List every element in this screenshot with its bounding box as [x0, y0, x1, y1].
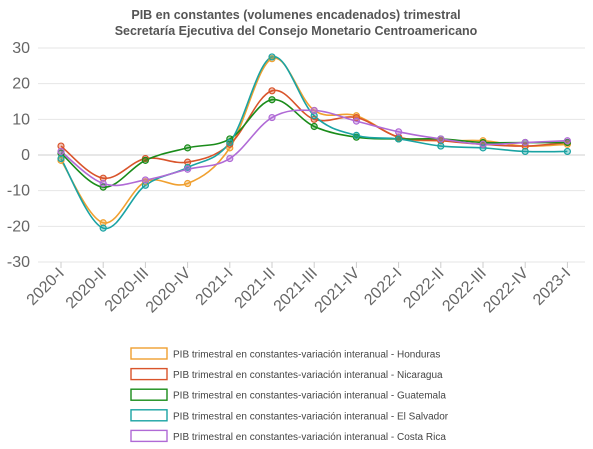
y-tick-label: 20 — [12, 76, 30, 93]
legend-label: PIB trimestral en constantes-variación i… — [173, 432, 446, 443]
chart-title: PIB en constantes (volumenes encadenados… — [131, 8, 460, 22]
x-axis: 2020-I2020-II2020-III2020-IV2021-I2021-I… — [24, 262, 574, 317]
data-point — [141, 176, 149, 184]
data-point — [521, 147, 529, 156]
data-point — [99, 224, 107, 232]
legend-label: PIB trimestral en constantes-variación i… — [173, 350, 440, 361]
x-tick-label: 2022-I — [361, 265, 405, 309]
data-point — [57, 154, 65, 163]
data-point — [99, 179, 107, 188]
legend-swatch — [130, 367, 168, 381]
data-point — [563, 137, 572, 145]
data-point — [479, 140, 487, 148]
legend-swatch — [130, 388, 168, 401]
data-point — [268, 87, 276, 95]
data-point — [184, 179, 192, 188]
legend-label: PIB trimestral en constantes-variación i… — [173, 411, 449, 422]
data-point — [352, 117, 360, 125]
legend-label: PIB trimestral en constantes-variación i… — [173, 370, 443, 381]
data-point — [437, 135, 445, 143]
x-tick-label: 2021-IV — [312, 265, 364, 317]
data-point — [226, 138, 234, 147]
x-tick-label: 2020-I — [24, 265, 68, 309]
data-point — [57, 147, 65, 156]
data-point — [141, 181, 149, 189]
y-tick-label: -30 — [7, 254, 30, 271]
data-point — [57, 142, 65, 150]
x-tick-label: 2023-I — [530, 265, 574, 309]
data-point — [141, 156, 149, 164]
data-point — [310, 122, 318, 131]
data-point — [184, 144, 192, 152]
data-point — [395, 135, 403, 143]
y-tick-label: 0 — [21, 147, 30, 164]
series-points — [57, 53, 572, 232]
legend-label: PIB trimestral en constantes-variación i… — [173, 391, 446, 402]
data-point — [310, 112, 318, 120]
data-point — [521, 138, 529, 147]
series-lines — [60, 56, 568, 230]
x-tick-label: 2021-I — [193, 265, 237, 309]
y-tick-label: 10 — [12, 111, 30, 128]
chart-subtitle: Secretaría Ejecutiva del Consejo Monetar… — [115, 24, 478, 38]
data-point — [226, 154, 234, 163]
series-line — [60, 56, 568, 230]
y-tick-label: 30 — [12, 40, 30, 57]
x-tick-label: 2020-IV — [143, 265, 195, 317]
data-point — [352, 131, 360, 139]
legend-swatch — [130, 409, 168, 422]
y-tick-label: -20 — [7, 218, 30, 235]
data-point — [395, 128, 403, 136]
data-point — [184, 165, 192, 173]
data-point — [268, 96, 276, 104]
data-point — [563, 147, 572, 156]
y-tick-label: -10 — [7, 183, 30, 200]
data-point — [437, 142, 445, 150]
data-point — [268, 53, 276, 61]
legend: PIB trimestral en constantes-variación i… — [130, 347, 449, 443]
data-point — [99, 219, 107, 227]
series-line — [60, 98, 568, 188]
data-point — [99, 174, 107, 182]
y-axis: 30 20 10 0 -10 -20 -30 — [7, 40, 30, 271]
data-point — [310, 106, 318, 115]
legend-swatch — [130, 347, 168, 360]
data-point — [184, 158, 192, 166]
data-point — [268, 113, 276, 122]
x-tick-label: 2022-IV — [480, 265, 532, 317]
grid — [38, 47, 585, 263]
series-line — [60, 57, 568, 224]
legend-swatch — [130, 429, 168, 443]
